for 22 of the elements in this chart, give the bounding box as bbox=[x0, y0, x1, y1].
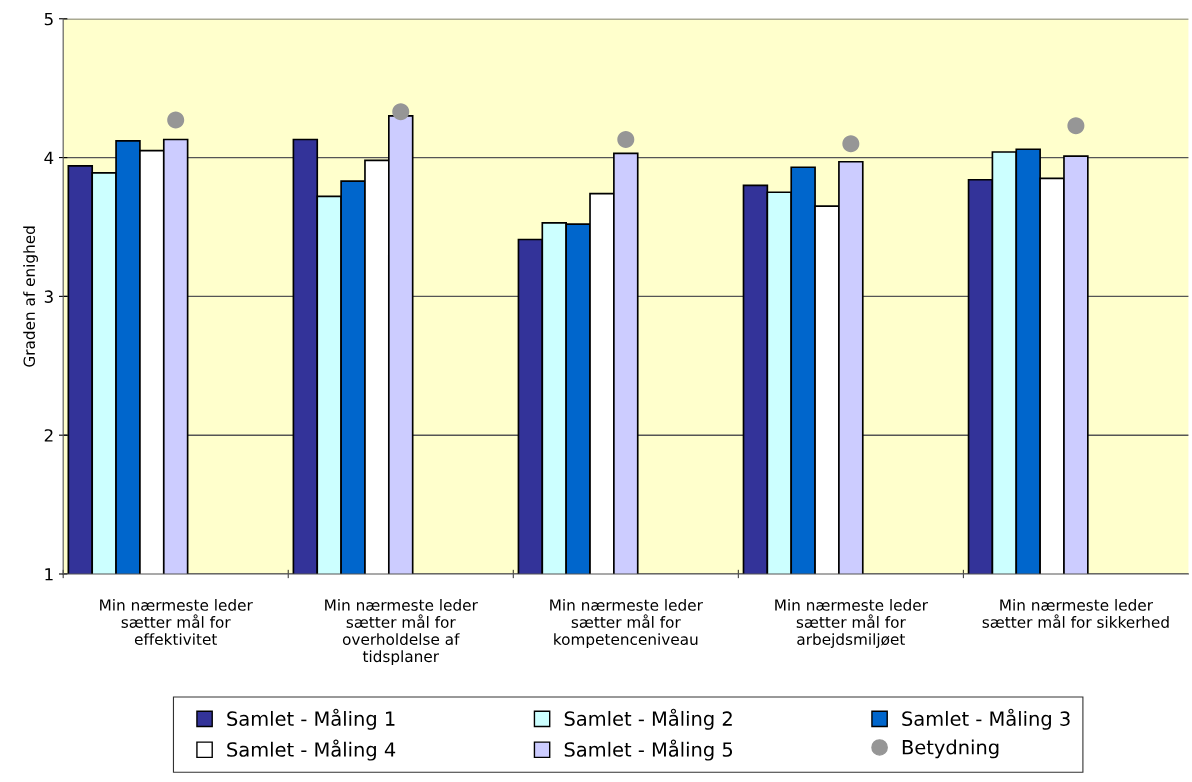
legend-label: Samlet - Måling 2 bbox=[564, 708, 732, 730]
legend-label: Samlet - Måling 1 bbox=[227, 708, 395, 730]
y-tick-label: 2 bbox=[44, 429, 53, 442]
y-tick-label: 3 bbox=[44, 290, 53, 303]
y-tick-label: 1 bbox=[45, 568, 53, 581]
point bbox=[167, 111, 185, 129]
x-tick-label: Min nærmeste leder sætter mål for effektivitet bbox=[100, 598, 253, 646]
x-tick-label: Min nærmeste leder sætter mål for overholdelse af tidsplaner bbox=[325, 598, 478, 666]
point bbox=[617, 131, 635, 149]
point bbox=[842, 135, 860, 153]
legend-label: Samlet - Måling 3 bbox=[902, 708, 1070, 730]
legend-label: Betydning bbox=[902, 739, 999, 759]
y-tick-label: 4 bbox=[44, 151, 54, 164]
x-tick-label: Min nærmeste leder sætter mål for sikkerhed bbox=[982, 598, 1169, 628]
y-tick-label: 5 bbox=[44, 12, 53, 26]
x-tick-label: Min nærmeste leder sætter mål for arbejdsmiljøet bbox=[775, 598, 928, 648]
y-axis-title: Graden af enighed bbox=[23, 226, 38, 367]
point bbox=[1067, 117, 1085, 135]
x-tick-label: Min nærmeste leder sætter mål for kompetenceniveau bbox=[550, 598, 703, 648]
legend-label: Samlet - Måling 5 bbox=[564, 739, 733, 761]
legend-label: Samlet - Måling 4 bbox=[227, 739, 396, 761]
point bbox=[392, 103, 410, 121]
